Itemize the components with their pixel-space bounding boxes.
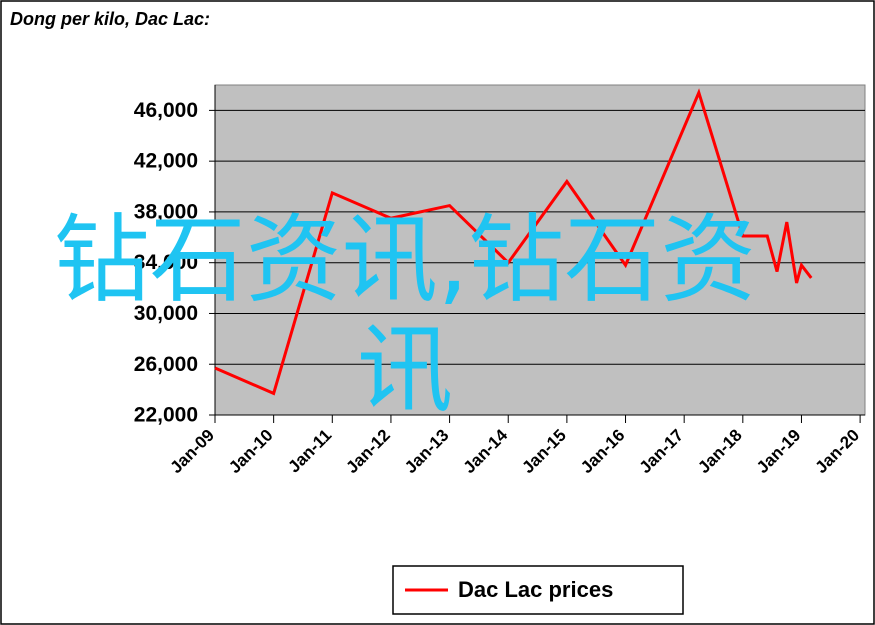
y-tick-label: 42,000: [134, 150, 198, 173]
plot-area: [214, 84, 866, 416]
data-line: [214, 88, 813, 396]
y-tick-label: 38,000: [134, 200, 198, 223]
y-tick-label: 34,000: [134, 251, 198, 274]
watermark: 钻石资讯,钻石资讯: [53, 204, 757, 426]
legend: [392, 565, 684, 615]
chart-title: Dong per kilo, Dac Lac:: [10, 9, 210, 29]
y-tick-label: 22,000: [134, 404, 198, 427]
y-tick-label: 46,000: [134, 99, 198, 122]
legend-label: Dac Lac prices: [458, 577, 613, 602]
y-tick-label: 26,000: [134, 353, 198, 376]
y-tick-label: 30,000: [134, 302, 198, 325]
